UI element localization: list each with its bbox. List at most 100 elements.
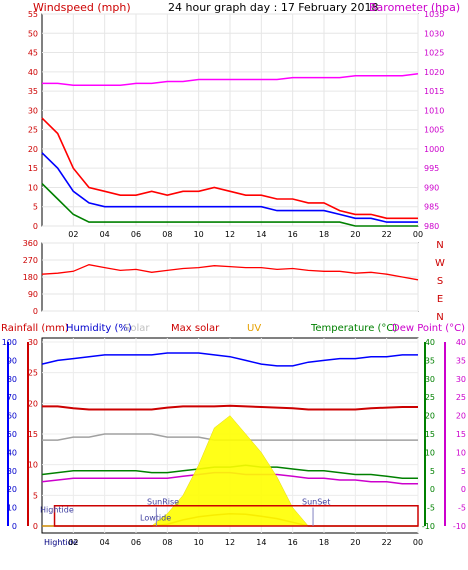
rainfall-y-axis: 0 5 10 15 20 25 30 [28, 338, 38, 531]
x-tick-label: 02 [68, 538, 78, 547]
direction-tick-label: 360 [23, 239, 38, 248]
dewpoint-tick-label: 10 [456, 448, 466, 457]
max-solar-label: Max solar [171, 323, 220, 334]
barometer-tick-label: 1025 [424, 49, 444, 58]
x-tick-label: 18 [319, 538, 329, 547]
dewpoint-label: Dew Point (°C) [392, 323, 465, 334]
compass-label: E [437, 294, 443, 305]
temperature-tick-label: 20 [425, 412, 435, 421]
dewpoint-tick-label: 5 [461, 467, 466, 476]
windspeed-tick-label: 40 [28, 68, 38, 77]
windspeed-tick-label: 55 [28, 10, 38, 19]
x-tick-label: 12 [225, 230, 235, 239]
rainfall-tick-label: 0 [33, 522, 38, 531]
direction-y-axis: 0 90 180 270 360 [23, 239, 38, 316]
humidity-line [41, 352, 418, 367]
windspeed-tick-label: 5 [33, 203, 38, 212]
windspeed-tick-label: 30 [28, 106, 38, 115]
windspeed-y-axis: 0 5 10 15 20 25 30 35 40 45 50 55 [28, 10, 38, 231]
windspeed-tick-label: 35 [28, 87, 38, 96]
rainfall-label: Rainfall (mm) [1, 323, 69, 334]
x-tick-label: 20 [350, 230, 360, 239]
dewpoint-tick-label: 30 [456, 375, 466, 384]
x-tick-label: 08 [162, 538, 172, 547]
tide-box [53, 505, 419, 527]
x-tick-label: Hightide [44, 538, 78, 547]
temperature-tick-label: 40 [425, 338, 435, 347]
wind-x-axis: 02 04 06 08 10 12 14 16 18 20 22 00 [68, 230, 423, 239]
dewpoint-tick-label: 15 [456, 430, 466, 439]
barometer-tick-label: 980 [424, 222, 439, 231]
x-tick-label: 02 [68, 230, 78, 239]
temperature-tick-label: 35 [425, 356, 435, 365]
direction-series [41, 264, 419, 281]
barometer-tick-label: 1015 [424, 87, 444, 96]
uv-label: UV [247, 323, 261, 334]
temperature-label: Temperature (°C) [310, 323, 397, 334]
windspeed-tick-label: 50 [28, 29, 38, 38]
direction-tick-label: 90 [28, 290, 38, 299]
temperature-tick-label: -5 [427, 504, 435, 513]
wind-series [41, 72, 419, 227]
barometer-y-axis: 980 985 990 995 1000 1005 1010 1015 1020 1025 1030… [424, 10, 444, 231]
humidity-y-axis: 0 10 20 30 40 50 60 70 80 90 100 [2, 338, 17, 531]
x-tick-label: 22 [382, 538, 392, 547]
temperature-tick-label: -10 [422, 522, 435, 531]
humidity-tick-label: 40 [7, 448, 17, 457]
dewpoint-tick-label: 0 [461, 485, 466, 494]
lowtide-annotation: Lowtide [140, 513, 171, 522]
x-tick-label: 10 [194, 230, 204, 239]
windspeed-tick-label: 45 [28, 49, 38, 58]
windspeed-tick-label: 10 [28, 183, 38, 192]
climate-axis-lines [7, 342, 446, 526]
compass-label: W [435, 258, 445, 269]
dewpoint-tick-label: 25 [456, 393, 466, 402]
barometer-tick-label: 1005 [424, 126, 444, 135]
humidity-tick-label: 20 [7, 485, 17, 494]
direction-tick-label: 0 [33, 307, 38, 316]
temperature-tick-label: 5 [430, 467, 435, 476]
humidity-tick-label: 70 [7, 393, 17, 402]
temperature-tick-label: 30 [425, 375, 435, 384]
windspeed-tick-label: 25 [28, 126, 38, 135]
temperature-tick-label: 0 [430, 485, 435, 494]
x-tick-label: 00 [413, 538, 423, 547]
windspeed-tick-label: 20 [28, 145, 38, 154]
humidity-tick-label: 30 [7, 467, 17, 476]
chart-title: 24 hour graph day : 17 February 2018 [168, 1, 379, 14]
rainfall-tick-label: 15 [28, 430, 38, 439]
barometer-axis-label: Barometer (hpa) [369, 1, 460, 14]
direction-plot-grid [42, 242, 419, 312]
direction-tick-label: 180 [23, 273, 38, 282]
barometer-tick-label: 990 [424, 183, 439, 192]
sunset-annotation: SunSet [302, 498, 330, 507]
humidity-label: Humidity (%) [66, 323, 132, 334]
solar-label: Solar [124, 323, 150, 334]
rainfall-tick-label: 5 [33, 491, 38, 500]
avg-line [41, 183, 418, 227]
temperature-y-axis: -10 -5 0 5 10 15 20 25 30 35 40 [422, 338, 435, 531]
humidity-tick-label: 60 [7, 412, 17, 421]
x-tick-label: 18 [319, 230, 329, 239]
windspeed-tick-label: 0 [33, 222, 38, 231]
windspeed-axis-label: Windspeed (mph) [33, 1, 131, 14]
barometer-tick-label: 995 [424, 164, 439, 173]
direction-tick-label: 270 [23, 256, 38, 265]
humidity-tick-label: 0 [12, 522, 17, 531]
x-tick-label: 16 [288, 538, 298, 547]
barometer-tick-label: 1020 [424, 68, 444, 77]
dewpoint-tick-label: -5 [458, 504, 466, 513]
x-tick-label: 00 [413, 230, 423, 239]
barometer-tick-label: 1035 [424, 10, 444, 19]
windspeed-tick-label: 15 [28, 164, 38, 173]
dewpoint-tick-label: -10 [453, 522, 466, 531]
x-tick-label: 20 [350, 538, 360, 547]
humidity-tick-label: 100 [2, 338, 17, 347]
x-tick-label: 14 [256, 538, 266, 547]
direction-line [41, 264, 419, 281]
gust-line [41, 117, 418, 220]
baro-line [42, 72, 419, 87]
sunrise-annotation: SunRise [147, 498, 179, 507]
